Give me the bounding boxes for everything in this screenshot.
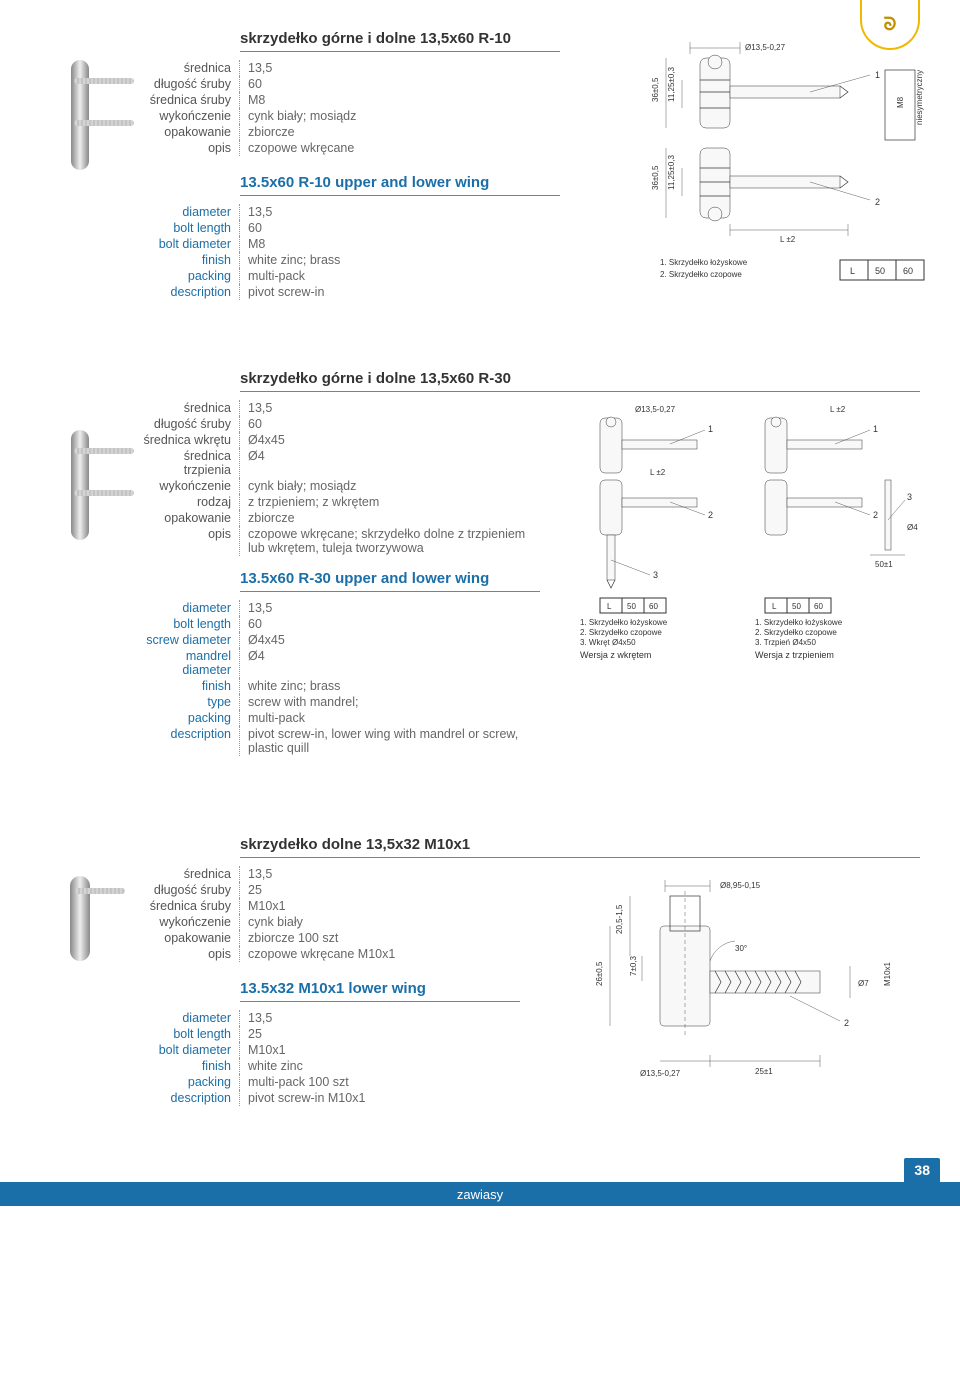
svg-text:7±0,3: 7±0,3 [629, 955, 638, 976]
title-en-2: 13.5x60 R-30 upper and lower wing [240, 570, 540, 592]
page-number: 38 [904, 1158, 940, 1182]
spec-pl-1: średnica13,5 długość śruby60 średnica śr… [130, 60, 364, 156]
svg-text:Ø8,95-0,15: Ø8,95-0,15 [720, 881, 761, 890]
svg-text:L: L [772, 602, 777, 611]
lbl: średnica [130, 60, 240, 76]
section-m10: średnica13,5 długość śruby25 średnica śr… [40, 866, 920, 1126]
title-pl-2: skrzydełko górne i dolne 13,5x60 R-30 [240, 370, 920, 392]
svg-text:Ø7: Ø7 [858, 979, 869, 988]
svg-text:2: 2 [708, 510, 713, 520]
svg-text:L: L [850, 266, 855, 276]
svg-text:3. Wkręt Ø4x50: 3. Wkręt Ø4x50 [580, 638, 636, 647]
title-pl-1: skrzydełko górne i dolne 13,5x60 R-10 [240, 30, 560, 52]
svg-text:niesymetryczny: niesymetryczny [915, 70, 924, 125]
svg-text:11,25±0,3: 11,25±0,3 [667, 155, 676, 190]
product-photo-1 [40, 30, 120, 170]
svg-text:Wersja z trzpieniem: Wersja z trzpieniem [755, 650, 834, 660]
section-r30: średnica13,5 długość śruby60 średnica wk… [40, 400, 920, 756]
diagram-r30-b: L ±2 1 2 3 50±1 Ø4 L 50 60 1. Skrzydełko… [735, 400, 920, 660]
svg-text:2. Skrzydełko czopowe: 2. Skrzydełko czopowe [755, 628, 837, 637]
svg-text:2: 2 [873, 510, 878, 520]
svg-text:30°: 30° [735, 944, 747, 953]
spec-en-3: diameter13,5 bolt length25 bolt diameter… [130, 1010, 373, 1106]
svg-text:L ±2: L ±2 [780, 235, 796, 244]
title-en-3: 13.5x32 M10x1 lower wing [240, 980, 520, 1002]
svg-text:3: 3 [653, 570, 658, 580]
svg-text:L: L [607, 602, 612, 611]
svg-text:3: 3 [907, 492, 912, 502]
svg-text:Ø13,5-0,27: Ø13,5-0,27 [635, 405, 676, 414]
val: 13,5 [240, 60, 364, 76]
spec-en-2: diameter13,5 bolt length60 screw diamete… [130, 600, 540, 756]
svg-text:11,25±0,3: 11,25±0,3 [667, 67, 676, 102]
svg-text:50: 50 [627, 602, 636, 611]
svg-text:2. Skrzydełko czopowe: 2. Skrzydełko czopowe [660, 270, 742, 279]
svg-text:50: 50 [792, 602, 801, 611]
svg-text:L ±2: L ±2 [650, 468, 666, 477]
svg-text:2: 2 [844, 1018, 849, 1028]
dim: Ø13,5-0,27 [745, 43, 786, 52]
svg-text:1. Skrzydełko łożyskowe: 1. Skrzydełko łożyskowe [660, 258, 748, 267]
svg-text:L ±2: L ±2 [830, 405, 846, 414]
spec-en-1: diameter13,5 bolt length60 bolt diameter… [130, 204, 348, 300]
svg-text:1: 1 [875, 70, 880, 80]
svg-text:20,5-1,5: 20,5-1,5 [615, 904, 624, 934]
section-r10: skrzydełko górne i dolne 13,5x60 R-10 śr… [40, 30, 920, 350]
product-photo-3 [40, 866, 120, 961]
svg-text:36±0,5: 36±0,5 [651, 77, 660, 102]
svg-text:1: 1 [873, 424, 878, 434]
svg-text:1. Skrzydełko łożyskowe: 1. Skrzydełko łożyskowe [580, 618, 668, 627]
diagram-m10: Ø8,95-0,15 30° 20,5-1,5 7±0,3 26±0,5 Ø7 … [520, 866, 920, 1126]
svg-text:2. Skrzydełko czopowe: 2. Skrzydełko czopowe [580, 628, 662, 637]
spec-pl-2: średnica13,5 długość śruby60 średnica wk… [130, 400, 540, 556]
svg-text:60: 60 [903, 266, 913, 276]
svg-text:26±0,5: 26±0,5 [595, 961, 604, 986]
footer-label: zawiasy [0, 1182, 960, 1206]
diagram-r30-a: Ø13,5-0,27 1 2 3 L ±2 L 50 60 [540, 400, 725, 660]
product-photo-2 [40, 400, 120, 540]
svg-text:2: 2 [875, 197, 880, 207]
svg-text:25±1: 25±1 [755, 1067, 773, 1076]
svg-text:Wersja z wkrętem: Wersja z wkrętem [580, 650, 651, 660]
svg-text:50±1: 50±1 [875, 560, 893, 569]
svg-text:50: 50 [875, 266, 885, 276]
svg-text:Ø13,5-0,27: Ø13,5-0,27 [640, 1069, 681, 1078]
svg-text:3. Trzpień Ø4x50: 3. Trzpień Ø4x50 [755, 638, 816, 647]
spec-pl-3: średnica13,5 długość śruby25 średnica śr… [130, 866, 403, 962]
svg-text:60: 60 [649, 602, 658, 611]
svg-text:1. Skrzydełko łożyskowe: 1. Skrzydełko łożyskowe [755, 618, 843, 627]
svg-text:M10x1: M10x1 [883, 961, 892, 986]
diagram-r10: Ø13,5-0,27 1 36±0,5 11,25±0,3 M8 niesyme… [560, 30, 920, 350]
title-en-1: 13.5x60 R-10 upper and lower wing [240, 174, 560, 196]
title-pl-3: skrzydełko dolne 13,5x32 M10x1 [240, 836, 920, 858]
page-footer: 38 zawiasy [0, 1158, 960, 1206]
svg-text:60: 60 [814, 602, 823, 611]
svg-text:1: 1 [708, 424, 713, 434]
svg-text:Ø4: Ø4 [907, 523, 918, 532]
svg-text:M8: M8 [896, 96, 905, 108]
svg-text:36±0,5: 36±0,5 [651, 165, 660, 190]
